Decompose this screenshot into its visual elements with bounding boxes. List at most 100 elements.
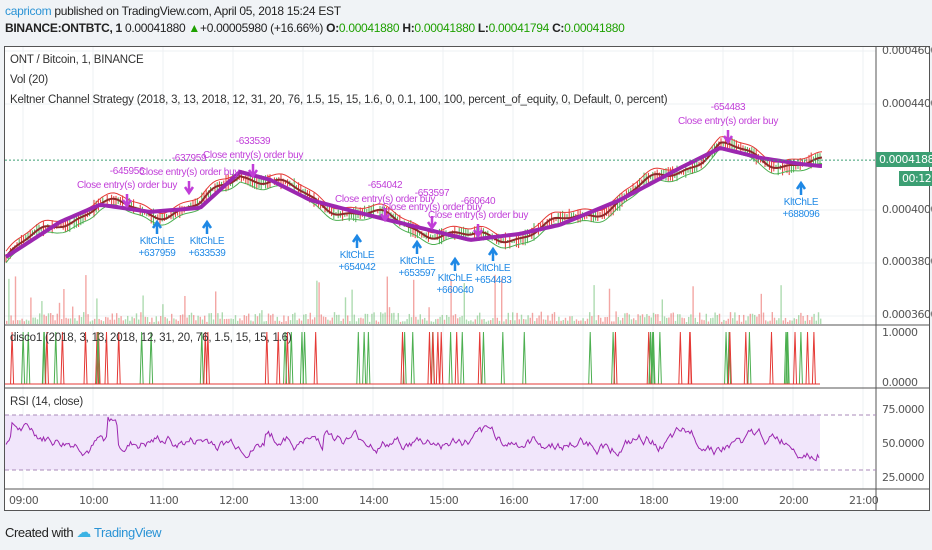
volume-bar <box>173 318 175 324</box>
volume-bar <box>281 321 283 324</box>
volume-bar <box>593 285 595 324</box>
volume-bar <box>782 320 784 324</box>
volume-bar <box>149 321 151 324</box>
volume-bar <box>624 313 626 324</box>
volume-bar <box>608 288 611 324</box>
volume-bar <box>758 313 760 324</box>
disco-spike <box>435 331 440 385</box>
volume-bar <box>50 313 52 324</box>
volume-bar <box>795 319 798 324</box>
volume-bar <box>135 313 138 324</box>
volume-bar <box>23 321 25 324</box>
disco-spike <box>811 331 816 385</box>
disco-spike <box>805 331 810 385</box>
price-tick: 0.00036000 <box>882 308 932 321</box>
volume-bar <box>633 318 635 324</box>
tradingview-link[interactable]: TradingView <box>94 525 162 540</box>
disco-spike <box>366 331 371 385</box>
volume-bar <box>83 312 85 324</box>
volume-bar <box>732 318 734 324</box>
volume-bar <box>138 319 140 324</box>
volume-bar <box>738 314 740 324</box>
volume-bar <box>217 313 219 324</box>
volume-bar <box>283 315 285 324</box>
volume-bar <box>813 313 815 324</box>
volume-bar <box>571 316 573 324</box>
volume-bar <box>168 320 171 324</box>
volume-bar <box>300 320 303 324</box>
disco-spike <box>724 331 729 385</box>
volume-bar <box>690 314 692 324</box>
volume-bar <box>696 321 699 324</box>
volume-bar <box>30 297 32 324</box>
volume-bar <box>694 317 696 324</box>
volume-bar <box>646 314 648 324</box>
time-tick: 19:00 <box>709 494 739 507</box>
volume-bar <box>197 315 199 324</box>
disco-spike <box>42 331 47 385</box>
volume-bar <box>131 316 133 324</box>
legend-main: ONT / Bitcoin, 1, BINANCE <box>10 54 144 66</box>
volume-bar <box>432 321 435 324</box>
time-tick: 20:00 <box>779 494 809 507</box>
volume-bar <box>127 315 129 324</box>
volume-bar <box>666 317 668 324</box>
volume-bar <box>454 314 457 324</box>
volume-bar <box>393 312 395 324</box>
volume-bar <box>648 315 650 324</box>
volume-bar <box>811 316 813 324</box>
disco-spike <box>362 331 367 385</box>
volume-bar <box>661 299 663 324</box>
volume-bar <box>160 316 162 324</box>
open-value: 0.00041880 <box>338 21 400 35</box>
disco-spike <box>96 331 101 385</box>
volume-bar <box>107 317 109 324</box>
volume-bar <box>602 321 604 324</box>
volume-bar <box>105 316 107 324</box>
volume-bar <box>404 321 406 324</box>
volume-bar <box>507 312 509 324</box>
close-order-pnl: -633539 <box>235 136 271 147</box>
volume-bar <box>806 315 809 324</box>
volume-bar <box>177 320 179 324</box>
volume-bar <box>498 320 501 324</box>
volume-bar <box>408 313 410 324</box>
volume-bar <box>657 314 659 324</box>
volume-bar <box>536 318 538 324</box>
volume-bar <box>226 318 228 324</box>
volume-bar <box>597 315 600 324</box>
volume-bar <box>243 315 245 324</box>
volume-bar <box>672 312 674 324</box>
volume-bar <box>439 316 441 324</box>
volume-bar <box>459 317 461 324</box>
change: +0.00005980 (+16.66%) <box>199 21 324 35</box>
volume-bar <box>94 318 96 324</box>
last-price-tag: 0.00041880 <box>876 152 932 167</box>
author-link[interactable]: capricom <box>5 4 52 18</box>
volume-bar <box>263 321 265 324</box>
volume-bar <box>239 318 241 324</box>
volume-bar <box>441 314 443 324</box>
volume-bar <box>560 320 562 324</box>
volume-bar <box>195 320 197 324</box>
volume-bar <box>371 313 373 324</box>
price-tick: 0.00038000 <box>882 255 932 268</box>
volume-bar <box>223 319 226 324</box>
volume-bar <box>421 319 424 324</box>
volume-bar <box>435 319 437 324</box>
volume-bar <box>740 321 743 324</box>
volume-bar <box>155 316 157 324</box>
time-tick: 09:00 <box>9 494 39 507</box>
disco-spike <box>588 331 593 385</box>
publish-text: published on TradingView.com, April 05, … <box>54 4 341 18</box>
volume-bar <box>36 319 39 324</box>
volume-bar <box>644 317 646 324</box>
volume-bar <box>278 320 281 324</box>
volume-bar <box>652 312 655 324</box>
volume-bar <box>388 307 391 324</box>
close-order-label: Close entry(s) order buy <box>76 180 178 191</box>
long-entry-value: +633539 <box>188 248 226 259</box>
volume-bar <box>98 318 100 324</box>
volume-bar <box>32 317 34 324</box>
